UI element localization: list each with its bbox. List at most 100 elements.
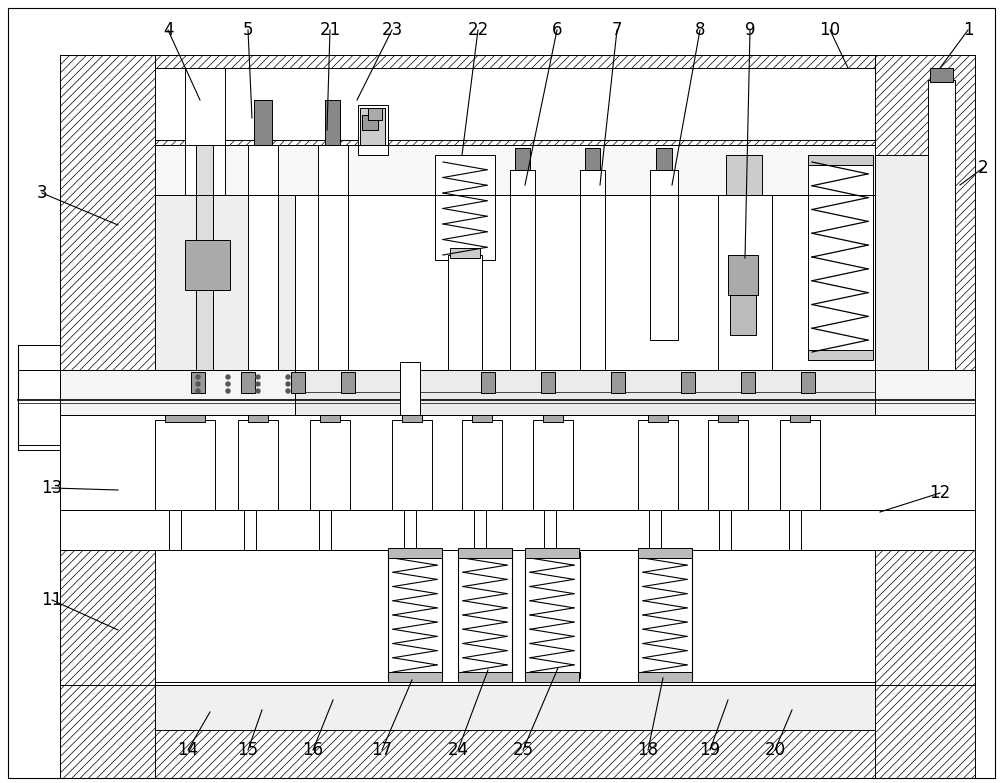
Bar: [310, 420, 350, 510]
Bar: [295, 370, 875, 415]
Bar: [341, 372, 355, 393]
Bar: [544, 510, 556, 550]
Circle shape: [256, 375, 260, 379]
Bar: [638, 548, 692, 558]
Bar: [458, 548, 512, 558]
Bar: [789, 510, 801, 550]
Bar: [875, 155, 928, 370]
Bar: [169, 510, 181, 550]
Text: 25: 25: [512, 741, 534, 759]
Bar: [808, 155, 873, 358]
Bar: [808, 155, 873, 165]
Text: 10: 10: [819, 21, 841, 39]
Bar: [580, 170, 605, 370]
Bar: [481, 372, 495, 393]
Text: 20: 20: [764, 741, 786, 759]
Text: 4: 4: [163, 21, 173, 39]
Bar: [241, 372, 255, 393]
Bar: [638, 420, 678, 510]
Bar: [60, 685, 975, 730]
Bar: [155, 195, 295, 370]
Bar: [325, 100, 340, 145]
Bar: [474, 510, 486, 550]
Bar: [656, 148, 672, 170]
Bar: [875, 685, 975, 778]
Bar: [875, 550, 975, 730]
Bar: [780, 420, 820, 510]
Text: 17: 17: [371, 741, 393, 759]
Bar: [400, 362, 420, 415]
Bar: [650, 170, 678, 340]
Bar: [60, 55, 975, 145]
Text: 9: 9: [745, 21, 755, 39]
Text: 6: 6: [552, 21, 562, 39]
Text: 1: 1: [963, 21, 973, 39]
Bar: [462, 420, 502, 510]
Bar: [155, 55, 875, 145]
Bar: [875, 55, 975, 370]
Circle shape: [196, 375, 200, 379]
Bar: [928, 80, 955, 370]
Bar: [525, 548, 579, 558]
Bar: [318, 145, 348, 370]
Bar: [708, 420, 748, 510]
Bar: [649, 510, 661, 550]
Bar: [254, 100, 272, 145]
Text: 11: 11: [41, 591, 63, 609]
Bar: [60, 145, 975, 195]
Bar: [60, 685, 155, 778]
Circle shape: [286, 389, 290, 393]
Text: 18: 18: [637, 741, 659, 759]
Bar: [60, 370, 975, 415]
Text: 3: 3: [37, 184, 47, 202]
Bar: [362, 115, 378, 130]
Bar: [248, 415, 268, 422]
Bar: [392, 420, 432, 510]
Bar: [155, 195, 875, 370]
Bar: [515, 148, 530, 170]
Text: 19: 19: [699, 741, 721, 759]
Bar: [155, 420, 215, 510]
Bar: [648, 415, 668, 422]
Bar: [533, 420, 573, 510]
Bar: [60, 550, 975, 685]
Circle shape: [226, 382, 230, 386]
Bar: [388, 552, 442, 678]
Circle shape: [256, 382, 260, 386]
Text: 13: 13: [41, 479, 63, 497]
Bar: [808, 350, 873, 360]
Bar: [435, 155, 495, 260]
Bar: [681, 372, 695, 393]
Text: 15: 15: [237, 741, 259, 759]
Circle shape: [256, 389, 260, 393]
Bar: [458, 672, 512, 682]
Bar: [448, 255, 482, 370]
Bar: [728, 255, 758, 295]
Bar: [741, 372, 755, 393]
Text: 14: 14: [177, 741, 199, 759]
Bar: [319, 510, 331, 550]
Bar: [450, 248, 480, 258]
Bar: [165, 415, 205, 422]
Text: 23: 23: [381, 21, 403, 39]
Circle shape: [226, 389, 230, 393]
Bar: [244, 510, 256, 550]
Bar: [719, 510, 731, 550]
Bar: [196, 145, 213, 370]
Text: 2: 2: [978, 159, 988, 177]
Circle shape: [196, 382, 200, 386]
Bar: [718, 195, 772, 370]
Bar: [291, 372, 305, 393]
Bar: [360, 108, 385, 145]
Circle shape: [226, 375, 230, 379]
Circle shape: [286, 375, 290, 379]
Text: 12: 12: [929, 484, 951, 502]
Bar: [388, 672, 442, 682]
Text: 5: 5: [243, 21, 253, 39]
Bar: [638, 672, 692, 682]
Bar: [525, 552, 580, 678]
Bar: [60, 550, 155, 730]
Circle shape: [286, 382, 290, 386]
Bar: [402, 415, 422, 422]
Bar: [358, 105, 388, 155]
